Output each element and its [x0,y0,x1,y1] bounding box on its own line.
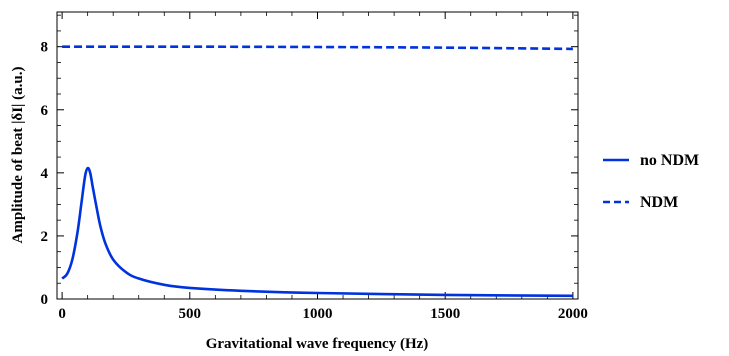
y-tick-label: 0 [41,292,49,308]
legend: no NDM NDM [603,152,699,211]
x-tick-label: 2000 [558,306,588,322]
y-tick-label: 6 [41,103,49,119]
series-layer [61,45,573,298]
plot-frame [56,11,579,300]
y-tick-label: 4 [41,166,49,182]
legend-label-ndm: NDM [640,194,678,211]
y-tick-label: 2 [41,229,49,245]
x-tick-label: 0 [58,306,66,322]
x-tick-label: 1500 [430,306,460,322]
x-tick-label: 1000 [303,306,333,322]
axis-ticks: 0 500 1000 1500 2000 0 2 4 6 8 [41,12,588,322]
series-line-ndm [62,45,573,51]
legend-label-no-ndm: no NDM [640,152,699,169]
x-axis-label: Gravitational wave frequency (Hz) [206,336,429,352]
y-axis-label: Amplitude of beat |δI| (a.u.) [10,67,26,244]
series-line-no-ndm [61,166,573,298]
x-tick-label: 500 [179,306,202,322]
y-tick-label: 8 [41,40,49,56]
